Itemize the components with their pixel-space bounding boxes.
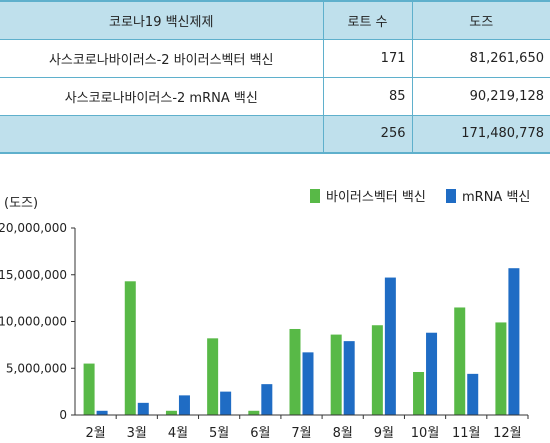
x-tick-label: 7월	[291, 426, 311, 441]
legend-swatch-mrna	[446, 189, 456, 203]
header-vaccine-type: 코로나19 백신제제	[0, 0, 323, 40]
bar-vector-vaccine	[83, 363, 95, 415]
table-row: 사스코로나바이러스-2 바이러스벡터 백신 171 81,261,650	[0, 39, 550, 78]
legend-label-mrna: mRNA 백신	[462, 190, 530, 205]
header-lot-count: 로트 수	[322, 0, 412, 40]
y-tick-label: 20,000,000	[0, 221, 67, 235]
x-tick-label: 2월	[85, 426, 105, 441]
bar-mrna-vaccine	[261, 384, 273, 415]
y-axis-ticks: 0 5,000,000 10,000,000 15,000,000 20,000,000	[0, 221, 75, 422]
legend: 바이러스벡터 백신 mRNA 백신	[310, 189, 530, 205]
total-label	[0, 115, 323, 154]
x-tick-label: 12월	[493, 426, 522, 441]
y-axis-label: (도즈)	[4, 196, 38, 211]
bar-mrna-vaccine	[384, 277, 396, 415]
bar-vector-vaccine	[454, 307, 466, 415]
x-tick-label: 8월	[333, 426, 353, 441]
y-tick-label: 15,000,000	[0, 268, 67, 282]
bar-mrna-vaccine	[426, 332, 438, 415]
bar-vector-vaccine	[413, 371, 425, 415]
table-total-row: 256 171,480,778	[0, 115, 550, 154]
bars	[83, 268, 520, 415]
bar-vector-vaccine	[165, 410, 177, 415]
bar-mrna-vaccine	[137, 402, 149, 415]
bar-vector-vaccine	[289, 328, 301, 415]
y-tick-label: 10,000,000	[0, 315, 67, 329]
bar-vector-vaccine	[330, 334, 342, 415]
bar-mrna-vaccine	[302, 352, 314, 415]
legend-swatch-vector	[310, 189, 320, 203]
row-doses: 90,219,128	[411, 77, 550, 116]
bar-mrna-vaccine	[508, 268, 520, 415]
total-lot-count: 256	[322, 115, 412, 154]
bar-mrna-vaccine	[96, 410, 108, 415]
x-tick-label: 11월	[452, 426, 481, 441]
x-tick-label: 4월	[168, 426, 188, 441]
bar-vector-vaccine	[248, 410, 260, 415]
monthly-doses-bar-chart: (도즈) 바이러스벡터 백신 mRNA 백신 0 5,000,000 10,000,…	[0, 189, 530, 441]
x-tick-label: 9월	[374, 426, 394, 441]
table-header-row: 코로나19 백신제제 로트 수 도즈	[0, 0, 550, 40]
header-doses: 도즈	[411, 0, 550, 40]
y-tick-label: 5,000,000	[6, 361, 67, 375]
row-doses: 81,261,650	[411, 39, 550, 78]
x-tick-label: 3월	[127, 426, 147, 441]
x-tick-label: 5월	[209, 426, 229, 441]
row-lot-count: 171	[322, 39, 412, 78]
legend-label-vector: 바이러스벡터 백신	[326, 190, 426, 205]
bar-mrna-vaccine	[343, 341, 355, 415]
total-doses: 171,480,778	[411, 115, 550, 154]
bar-mrna-vaccine	[178, 395, 190, 415]
bar-mrna-vaccine	[220, 391, 232, 415]
bar-mrna-vaccine	[467, 373, 479, 415]
row-vaccine-name: 사스코로나바이러스-2 mRNA 백신	[0, 77, 323, 116]
table-row: 사스코로나바이러스-2 mRNA 백신 85 90,219,128	[0, 77, 550, 116]
row-lot-count: 85	[322, 77, 412, 116]
bar-vector-vaccine	[124, 281, 136, 415]
bar-vector-vaccine	[207, 338, 219, 415]
vaccine-lot-table: 코로나19 백신제제 로트 수 도즈 사스코로나바이러스-2 바이러스벡터 백신…	[0, 0, 550, 154]
bar-vector-vaccine	[495, 322, 507, 415]
x-tick-label: 10월	[411, 426, 440, 441]
x-tick-label: 6월	[250, 426, 270, 441]
bar-vector-vaccine	[371, 325, 383, 415]
y-tick-label: 0	[59, 408, 67, 422]
row-vaccine-name: 사스코로나바이러스-2 바이러스벡터 백신	[0, 39, 323, 78]
x-axis-ticks: 2월 3월 4월 5월 6월 7월 8월 9월 10월 11월 12월	[85, 415, 529, 441]
